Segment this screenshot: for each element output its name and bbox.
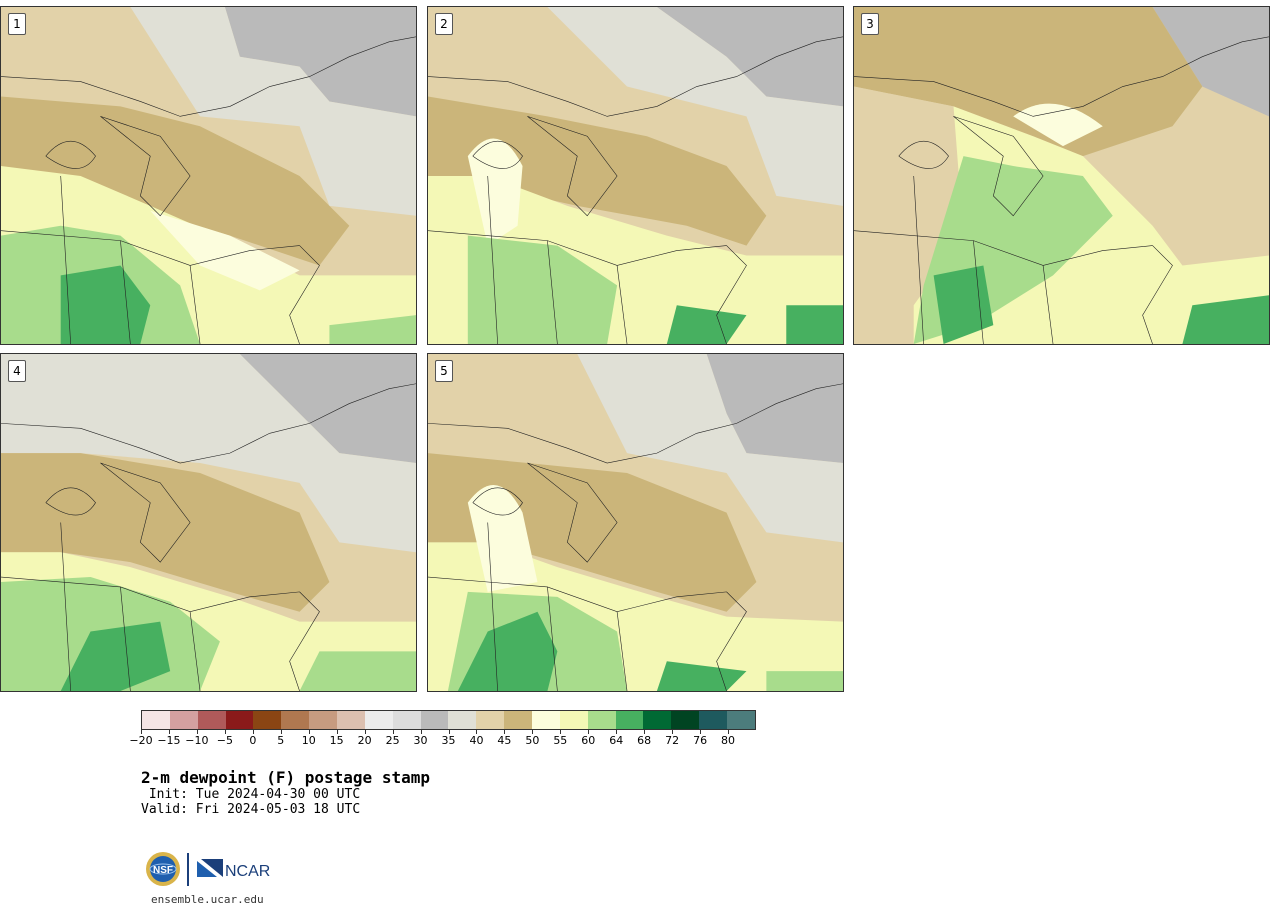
colorbar-swatch bbox=[142, 711, 170, 729]
colorbar-swatch bbox=[699, 711, 728, 729]
panel-label: 3 bbox=[861, 13, 879, 35]
colorbar-tick-label: −5 bbox=[216, 734, 233, 747]
dewpoint-map bbox=[428, 354, 843, 691]
colorbar-tick-mark bbox=[336, 730, 338, 734]
panel-1: 1 bbox=[0, 6, 417, 345]
dewpoint-map bbox=[1, 354, 416, 691]
colorbar-tick-label: 20 bbox=[357, 734, 372, 747]
panel-2: 2 bbox=[427, 6, 844, 345]
colorbar-tick-label: 55 bbox=[553, 734, 568, 747]
colorbar-tick-label: 64 bbox=[609, 734, 624, 747]
colorbar-swatch bbox=[643, 711, 672, 729]
logo-separator bbox=[187, 853, 189, 886]
colorbar-tick-label: 0 bbox=[249, 734, 257, 747]
ncar-logo-icon: NCAR bbox=[197, 859, 270, 880]
panel-3: 3 bbox=[853, 6, 1270, 345]
colorbar-swatch bbox=[671, 711, 700, 729]
dewpoint-map bbox=[428, 7, 843, 344]
colorbar-swatch bbox=[281, 711, 310, 729]
init-time: Init: Tue 2024-04-30 00 UTC bbox=[141, 787, 361, 802]
panel-5: 5 bbox=[427, 353, 844, 692]
colorbar-tick-mark bbox=[448, 730, 450, 734]
colorbar-tick-mark bbox=[308, 730, 310, 734]
colorbar-swatch bbox=[615, 711, 644, 729]
colorbar-tick-label: 25 bbox=[385, 734, 400, 747]
colorbar-swatch bbox=[559, 711, 588, 729]
nsf-logo-text: NSF bbox=[153, 865, 173, 876]
colorbar-tick-mark bbox=[168, 730, 170, 734]
colorbar-tick-label: −10 bbox=[185, 734, 209, 747]
colorbar-tick-label: 45 bbox=[497, 734, 512, 747]
colorbar-tick-label: 72 bbox=[665, 734, 680, 747]
colorbar-tick-mark bbox=[728, 730, 730, 734]
colorbar-tick-mark bbox=[252, 730, 254, 734]
colorbar-swatch bbox=[504, 711, 533, 729]
colorbar-tick-label: 5 bbox=[277, 734, 285, 747]
colorbar-tick-label: 40 bbox=[469, 734, 484, 747]
colorbar-tick-mark bbox=[364, 730, 366, 734]
colorbar-tick-mark bbox=[141, 730, 142, 734]
figure-title: 2-m dewpoint (F) postage stamp bbox=[141, 768, 430, 787]
colorbar-swatch bbox=[253, 711, 282, 729]
colorbar-tick-label: 50 bbox=[525, 734, 540, 747]
colorbar-tick-label: 15 bbox=[329, 734, 344, 747]
dewpoint-map bbox=[854, 7, 1269, 344]
panel-label: 4 bbox=[8, 360, 26, 382]
colorbar-swatch bbox=[587, 711, 616, 729]
dewpoint-map bbox=[1, 7, 416, 344]
footer-url[interactable]: ensemble.ucar.edu bbox=[151, 893, 264, 906]
colorbar-swatch bbox=[197, 711, 226, 729]
colorbar-tick-mark bbox=[504, 730, 506, 734]
colorbar-swatch bbox=[225, 711, 254, 729]
panel-4: 4 bbox=[0, 353, 417, 692]
colorbar-tick-mark bbox=[616, 730, 618, 734]
colorbar-swatch bbox=[420, 711, 449, 729]
colorbar-tick-label: 35 bbox=[441, 734, 456, 747]
colorbar-tick-mark bbox=[644, 730, 646, 734]
colorbar bbox=[141, 710, 756, 730]
colorbar-swatch bbox=[476, 711, 505, 729]
colorbar-tick-mark bbox=[560, 730, 562, 734]
colorbar-swatch bbox=[727, 711, 755, 729]
colorbar-tick-mark bbox=[280, 730, 282, 734]
colorbar-swatch bbox=[364, 711, 393, 729]
colorbar-tick-label: −15 bbox=[157, 734, 181, 747]
ncar-logo-text: NCAR bbox=[225, 863, 270, 880]
colorbar-tick-mark bbox=[532, 730, 534, 734]
colorbar-tick-label: −20 bbox=[129, 734, 153, 747]
colorbar-tick-label: 10 bbox=[301, 734, 316, 747]
colorbar-swatch bbox=[169, 711, 198, 729]
colorbar-tick-label: 30 bbox=[413, 734, 428, 747]
colorbar-tick-mark bbox=[196, 730, 198, 734]
colorbar-swatch bbox=[337, 711, 365, 729]
colorbar-swatch bbox=[392, 711, 421, 729]
nsf-logo-icon: NSF bbox=[146, 852, 180, 886]
colorbar-swatch bbox=[448, 711, 477, 729]
colorbar-tick-label: 80 bbox=[721, 734, 736, 747]
colorbar-tick-mark bbox=[420, 730, 422, 734]
colorbar-swatch bbox=[532, 711, 560, 729]
colorbar-tick-mark bbox=[672, 730, 674, 734]
colorbar-tick-mark bbox=[588, 730, 590, 734]
panel-label: 2 bbox=[435, 13, 453, 35]
colorbar-swatch bbox=[309, 711, 338, 729]
valid-time: Valid: Fri 2024-05-03 18 UTC bbox=[141, 802, 361, 817]
colorbar-tick-label: 76 bbox=[693, 734, 708, 747]
colorbar-tick-mark bbox=[224, 730, 226, 734]
colorbar-tick-label: 68 bbox=[637, 734, 652, 747]
panel-label: 1 bbox=[8, 13, 26, 35]
panel-label: 5 bbox=[435, 360, 453, 382]
colorbar-tick-label: 60 bbox=[581, 734, 596, 747]
colorbar-tick-mark bbox=[392, 730, 394, 734]
colorbar-tick-mark bbox=[476, 730, 478, 734]
colorbar-ticks: −20 −15 −10 −5 0 5 10 15 20 25 30 35 40 45 50 55 60 64 68 7… bbox=[129, 730, 756, 750]
colorbar-tick-mark bbox=[700, 730, 702, 734]
